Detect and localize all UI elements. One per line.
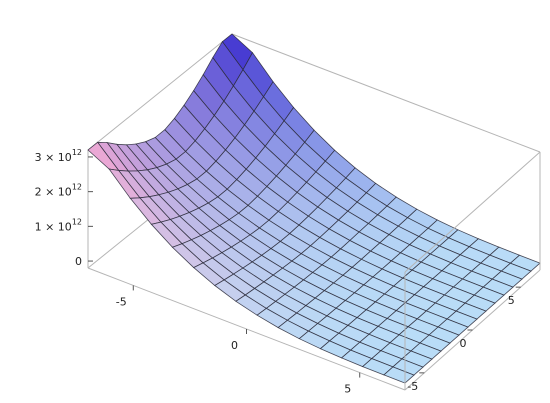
x-tick-label: 0 — [231, 339, 238, 352]
z-tick-exponent: 12 — [72, 148, 82, 157]
z-tick-exponent: 12 — [72, 183, 82, 192]
z-tick-base: 1 × 10 — [35, 220, 72, 233]
y-tick-label: 5 — [508, 294, 515, 307]
surface-mesh — [87, 33, 541, 384]
x-tick-label: -5 — [116, 295, 127, 308]
z-tick-base: 2 × 10 — [35, 186, 72, 199]
z-tick-label: 1 × 1012 — [35, 217, 82, 233]
x-tick-label: 5 — [344, 383, 351, 396]
z-tick-label: 0 — [75, 255, 82, 268]
z-tick-base: 3 × 10 — [35, 151, 72, 164]
z-tick-exponent: 12 — [72, 217, 82, 226]
z-tick-label: 2 × 1012 — [35, 183, 82, 199]
surface-cell — [383, 366, 415, 384]
box-edge — [87, 33, 233, 151]
z-tick-label: 3 × 1012 — [35, 148, 82, 164]
box-edge — [404, 151, 541, 273]
y-tick-label: 0 — [460, 337, 467, 350]
box-edge — [231, 33, 541, 153]
y-tick-label: -5 — [407, 380, 418, 393]
